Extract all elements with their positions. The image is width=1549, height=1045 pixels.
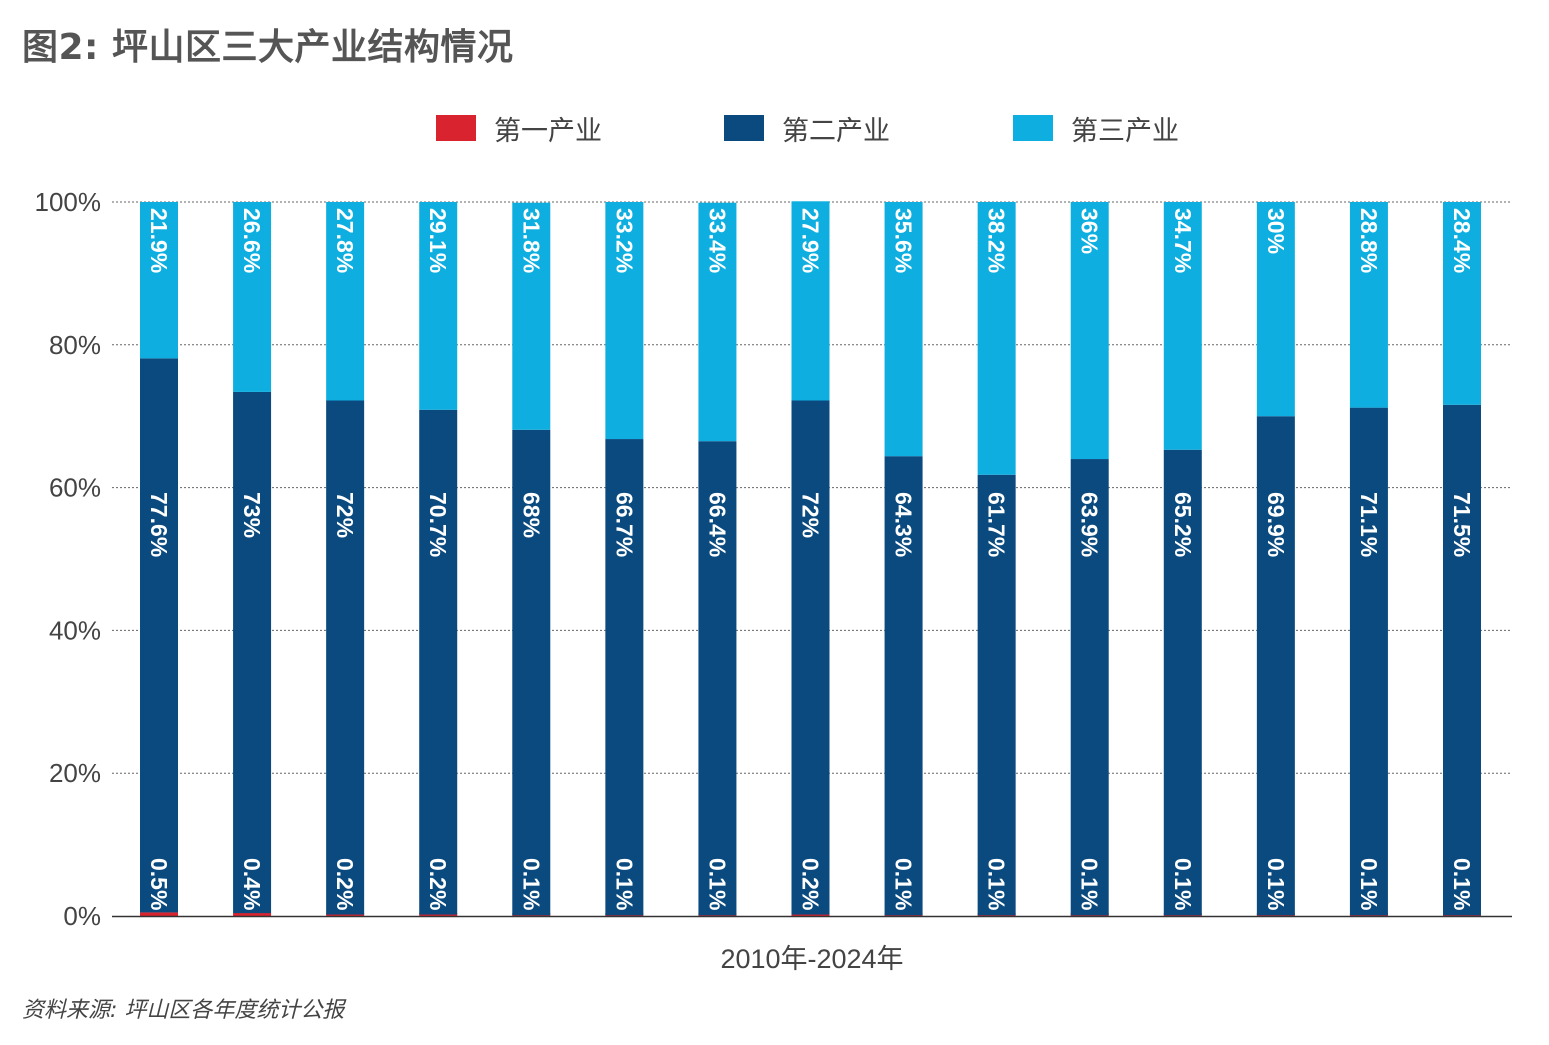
bar-segment-tertiary <box>1443 202 1481 405</box>
data-label-tertiary: 31.8% <box>518 208 544 273</box>
y-tick-label: 0% <box>63 901 101 931</box>
data-label-secondary: 73% <box>239 492 265 538</box>
bar-segment-secondary <box>791 400 830 915</box>
data-label-tertiary: 27.8% <box>332 208 358 273</box>
bar-segment-primary <box>233 913 272 916</box>
data-label-tertiary: 26.6% <box>239 208 265 273</box>
data-label-tertiary: 35.6% <box>891 208 917 273</box>
data-label-tertiary: 28.4% <box>1449 208 1475 273</box>
data-label-secondary: 72% <box>332 492 358 538</box>
bar-segment-tertiary <box>419 202 458 410</box>
bar-segment-tertiary <box>977 202 1016 475</box>
data-label-secondary: 65.2% <box>1170 492 1196 557</box>
y-tick-label: 100% <box>35 187 102 217</box>
data-label-tertiary: 38.2% <box>984 208 1010 273</box>
source-note: 资料来源: 坪山区各年度统计公报 <box>22 998 345 1023</box>
data-label-tertiary: 33.4% <box>704 208 730 273</box>
data-label-tertiary: 34.7% <box>1170 208 1196 273</box>
legend-label-tertiary: 第三产业 <box>1071 115 1179 147</box>
bar-segment-tertiary <box>698 202 737 442</box>
data-label-tertiary: 30% <box>1263 208 1289 254</box>
data-label-primary: 0.1% <box>891 858 917 910</box>
legend-swatch-primary <box>436 115 476 141</box>
data-label-secondary: 70.7% <box>425 492 451 557</box>
chart-title: 图2: 坪山区三大产业结构情况 <box>22 27 514 68</box>
data-label-tertiary: 27.9% <box>798 208 824 273</box>
data-label-primary: 0.2% <box>798 858 824 910</box>
bar-segment-tertiary <box>791 201 830 401</box>
bar-segment-tertiary <box>605 202 644 440</box>
bar-segment-tertiary <box>1349 202 1388 408</box>
bar-segment-secondary <box>977 474 1016 916</box>
bar-segment-tertiary <box>1070 202 1109 460</box>
data-label-primary: 0.1% <box>611 858 637 910</box>
data-label-primary: 0.1% <box>984 858 1010 910</box>
bar-segment-tertiary <box>884 202 923 457</box>
data-label-primary: 0.1% <box>1356 858 1382 910</box>
data-label-secondary: 77.6% <box>146 492 172 557</box>
data-label-primary: 0.2% <box>425 858 451 910</box>
y-tick-label: 60% <box>49 473 101 503</box>
bar-segment-secondary <box>1163 449 1202 916</box>
legend-item-primary: 第一产业 <box>436 108 602 148</box>
bar-segment-secondary <box>326 400 365 915</box>
bar-segment-secondary <box>512 429 551 916</box>
bar-segment-tertiary <box>326 202 365 401</box>
y-tick-label: 40% <box>49 615 101 645</box>
data-label-tertiary: 29.1% <box>425 208 451 273</box>
bar-segment-secondary <box>419 409 458 915</box>
bar-segment-secondary <box>605 439 644 916</box>
chart-legend: 第一产业 第二产业 第三产业 <box>0 108 1549 148</box>
bar-segment-secondary <box>140 358 178 913</box>
data-label-tertiary: 36% <box>1077 208 1103 254</box>
bar-segment-secondary <box>1070 459 1109 916</box>
legend-label-secondary: 第二产业 <box>782 115 890 147</box>
data-label-secondary: 61.7% <box>984 492 1010 557</box>
bar-segment-secondary <box>1256 416 1295 916</box>
y-tick-label: 80% <box>49 330 101 360</box>
data-label-tertiary: 21.9% <box>146 208 172 273</box>
bar-segment-secondary <box>698 441 737 916</box>
bar-segment-secondary <box>884 456 923 916</box>
bar-segment-secondary <box>1443 404 1481 916</box>
bar-segment-secondary <box>233 391 272 914</box>
data-label-primary: 0.1% <box>1170 858 1196 910</box>
data-label-secondary: 66.7% <box>611 492 637 557</box>
bar-segment-tertiary <box>140 202 178 359</box>
legend-swatch-secondary <box>724 115 764 141</box>
bar-segment-tertiary <box>1163 202 1202 450</box>
data-label-primary: 0.5% <box>146 858 172 910</box>
legend-label-primary: 第一产业 <box>494 115 602 147</box>
legend-swatch-tertiary <box>1013 115 1053 141</box>
data-label-secondary: 72% <box>798 492 824 538</box>
data-label-tertiary: 33.2% <box>611 208 637 273</box>
data-label-primary: 0.4% <box>239 858 265 910</box>
bar-segment-tertiary <box>512 202 551 430</box>
legend-item-secondary: 第二产业 <box>724 108 890 148</box>
data-label-primary: 0.2% <box>332 858 358 910</box>
data-label-secondary: 71.1% <box>1356 492 1382 557</box>
bar-segment-secondary <box>1349 407 1388 916</box>
data-label-secondary: 69.9% <box>1263 492 1289 557</box>
x-axis-label: 2010年-2024年 <box>720 944 903 974</box>
data-label-primary: 0.1% <box>1263 858 1289 910</box>
data-label-primary: 0.1% <box>518 858 544 910</box>
data-label-secondary: 68% <box>518 492 544 538</box>
data-label-secondary: 71.5% <box>1449 492 1475 557</box>
data-label-primary: 0.1% <box>1077 858 1103 910</box>
data-label-secondary: 66.4% <box>704 492 730 557</box>
data-label-secondary: 64.3% <box>891 492 917 557</box>
legend-item-tertiary: 第三产业 <box>1013 108 1179 148</box>
data-label-primary: 0.1% <box>1449 858 1475 910</box>
bar-segment-tertiary <box>233 202 272 392</box>
data-label-primary: 0.1% <box>704 858 730 910</box>
bar-segment-tertiary <box>1256 202 1295 417</box>
data-label-secondary: 63.9% <box>1077 492 1103 557</box>
y-tick-label: 20% <box>49 758 101 788</box>
bar-segment-primary <box>140 912 178 916</box>
data-label-tertiary: 28.8% <box>1356 208 1382 273</box>
